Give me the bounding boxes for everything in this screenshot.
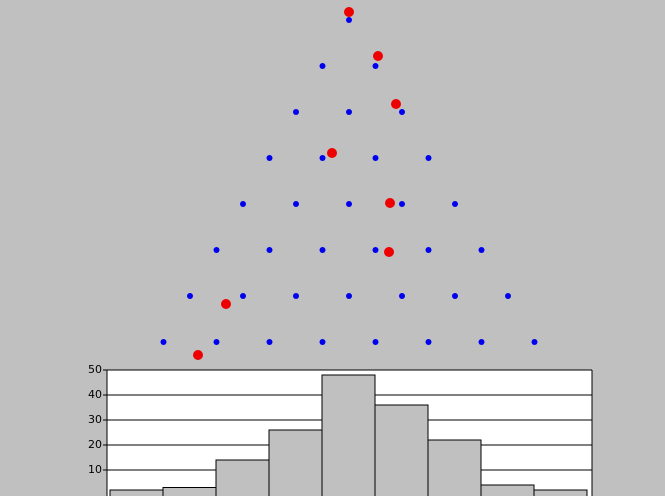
ball — [384, 247, 394, 257]
histogram: 10 20 30 40 50 — [88, 363, 592, 496]
peg — [372, 155, 379, 161]
peg — [372, 247, 379, 253]
y-tick-label: 40 — [88, 388, 102, 401]
ball — [344, 7, 354, 17]
ball — [373, 51, 383, 61]
bar — [533, 489, 588, 496]
bar — [321, 374, 376, 496]
ball — [385, 198, 395, 208]
peg — [505, 293, 511, 299]
bar — [162, 487, 217, 496]
peg — [266, 247, 273, 253]
peg — [293, 109, 299, 115]
bar — [268, 429, 323, 496]
peg — [399, 109, 405, 115]
peg — [293, 201, 299, 207]
peg — [213, 339, 220, 345]
peg — [346, 109, 352, 115]
peg — [187, 293, 193, 299]
y-tick-label: 10 — [88, 463, 102, 476]
peg — [372, 63, 379, 69]
bar — [374, 404, 429, 496]
peg — [399, 293, 405, 299]
peg — [213, 247, 220, 253]
peg — [425, 247, 432, 253]
peg — [240, 293, 246, 299]
peg — [372, 339, 379, 345]
peg — [319, 247, 326, 253]
peg — [531, 339, 538, 345]
peg — [266, 155, 273, 161]
peg — [452, 201, 458, 207]
peg-board — [160, 7, 538, 360]
y-tick-label: 30 — [88, 413, 102, 426]
peg — [425, 339, 432, 345]
peg — [346, 201, 352, 207]
bar — [427, 439, 482, 496]
peg — [160, 339, 167, 345]
bar — [215, 459, 270, 496]
peg — [478, 247, 485, 253]
peg — [319, 63, 326, 69]
peg — [240, 201, 246, 207]
peg — [319, 339, 326, 345]
peg — [319, 155, 326, 161]
peg — [266, 339, 273, 345]
peg — [478, 339, 485, 345]
peg — [293, 293, 299, 299]
y-tick-label: 50 — [88, 363, 102, 376]
y-tick-label: 20 — [88, 438, 102, 451]
ball — [327, 148, 337, 158]
peg — [346, 293, 352, 299]
bar — [480, 484, 535, 496]
peg — [425, 155, 432, 161]
peg — [399, 201, 405, 207]
peg — [346, 17, 352, 23]
bar — [109, 489, 164, 496]
ball — [221, 299, 231, 309]
peg — [452, 293, 458, 299]
ball — [391, 99, 401, 109]
ball — [193, 350, 203, 360]
